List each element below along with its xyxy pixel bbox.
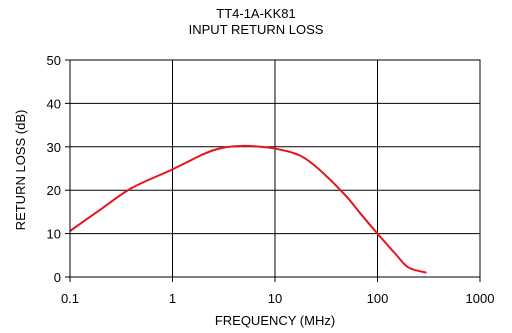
y-axis-title: RETURN LOSS (dB) [13,110,28,231]
x-tick-label: 1000 [466,291,495,306]
chart-subtitle: INPUT RETURN LOSS [188,22,324,37]
y-tick-label: 30 [47,140,61,155]
y-tick-label: 10 [47,227,61,242]
x-tick-label: 10 [268,291,282,306]
x-tick-label: 1 [169,291,176,306]
y-tick-label: 40 [47,96,61,111]
y-tick-label: 0 [54,270,61,285]
y-tick-label: 20 [47,183,61,198]
x-axis-title: FREQUENCY (MHz) [215,313,335,328]
y-tick-label: 50 [47,53,61,68]
x-tick-label: 0.1 [61,291,79,306]
x-tick-label: 100 [367,291,389,306]
return-loss-series-line [69,144,427,274]
chart-title: TT4-1A-KK81 [216,6,296,21]
